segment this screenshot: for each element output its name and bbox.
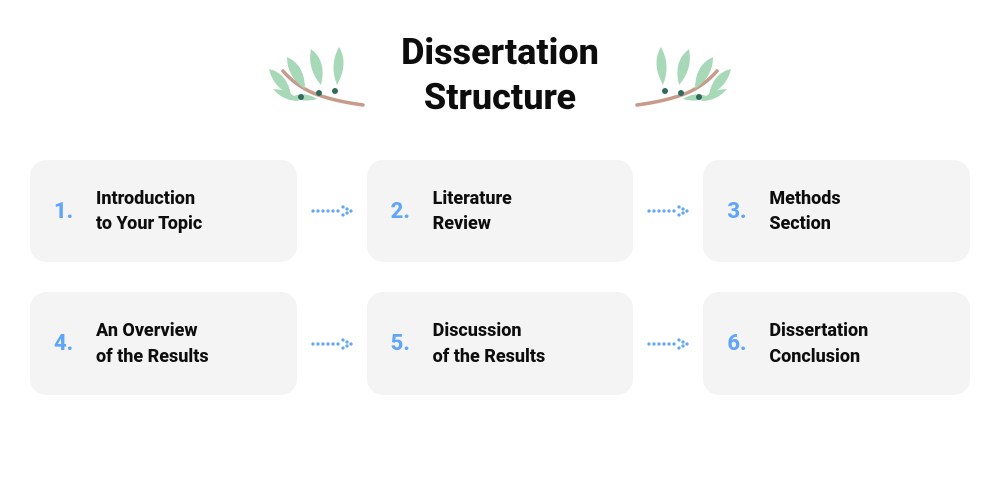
arrow-icon — [307, 160, 357, 262]
step-card-3: 3. Methods Section — [703, 160, 970, 262]
laurel-icon-right — [627, 35, 747, 115]
title-line-1: Dissertation — [401, 31, 599, 73]
header: Dissertation Structure — [0, 0, 1000, 140]
page-title: Dissertation Structure — [401, 30, 599, 120]
step-number: 1. — [54, 199, 78, 224]
step-label: Introduction to Your Topic — [96, 186, 202, 236]
step-label: An Overview of the Results — [96, 318, 209, 368]
step-number: 5. — [391, 331, 415, 356]
step-number: 6. — [727, 331, 751, 356]
arrow-icon — [643, 160, 693, 262]
step-card-2: 2. Literature Review — [367, 160, 634, 262]
title-line-2: Structure — [424, 76, 576, 118]
step-label: Dissertation Conclusion — [769, 318, 868, 368]
steps-grid: 1. Introduction to Your Topic 2. Literat… — [0, 140, 1000, 425]
step-number: 4. — [54, 331, 78, 356]
step-card-1: 1. Introduction to Your Topic — [30, 160, 297, 262]
arrow-icon — [643, 292, 693, 394]
laurel-icon-left — [253, 35, 373, 115]
step-label: Literature Review — [433, 186, 512, 236]
step-card-6: 6. Dissertation Conclusion — [703, 292, 970, 394]
step-label: Discussion of the Results — [433, 318, 546, 368]
step-card-5: 5. Discussion of the Results — [367, 292, 634, 394]
arrow-icon — [307, 292, 357, 394]
step-number: 2. — [391, 199, 415, 224]
step-card-4: 4. An Overview of the Results — [30, 292, 297, 394]
step-number: 3. — [727, 199, 751, 224]
step-label: Methods Section — [769, 186, 840, 236]
